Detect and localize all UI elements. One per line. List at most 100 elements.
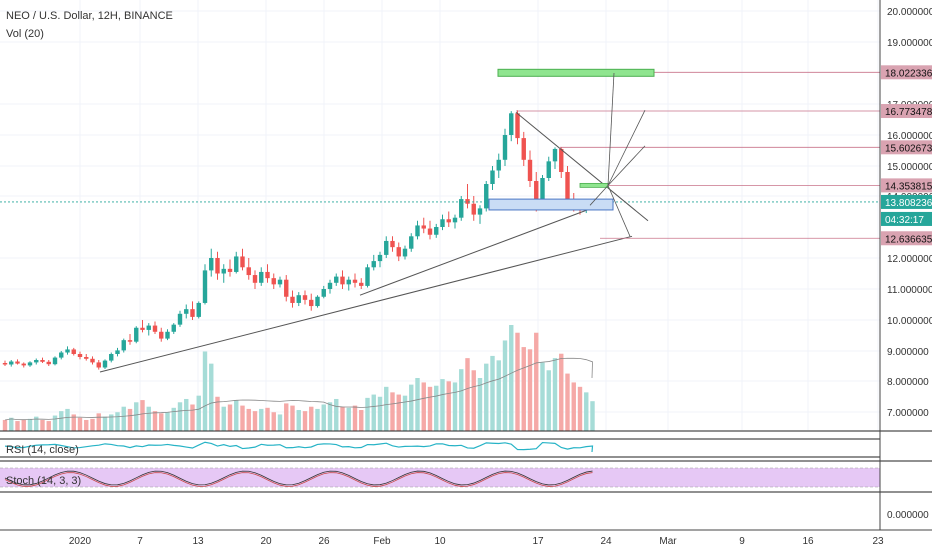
candle-body: [421, 225, 426, 229]
candle-body: [546, 161, 551, 178]
candle: [96, 360, 101, 370]
candle: [302, 290, 308, 305]
volume-bar: [259, 408, 264, 431]
volume-bar: [477, 378, 483, 431]
volume-bar: [446, 381, 451, 431]
candle-body: [59, 352, 64, 358]
stoch-k-line: [4, 470, 593, 486]
candle: [265, 264, 270, 283]
stoch-indicator-label[interactable]: Stoch (14, 3, 3): [6, 475, 81, 487]
candle: [209, 248, 214, 277]
candle-body: [559, 148, 564, 172]
volume-bar: [502, 340, 508, 431]
candle-body: [402, 248, 408, 257]
x-axis-label: 24: [600, 536, 612, 547]
volume-bar: [327, 402, 333, 431]
candle: [21, 362, 26, 368]
support-box: [488, 198, 614, 211]
target-zone-mid: [579, 182, 609, 188]
candle: [27, 361, 33, 367]
candle: [159, 327, 164, 342]
stoch-d-line: [4, 472, 593, 487]
candle: [377, 251, 383, 268]
candle-body: [509, 113, 514, 135]
candle-body: [484, 184, 489, 209]
candle-body: [409, 236, 414, 249]
candle: [34, 358, 39, 365]
volume-bar: [427, 386, 433, 431]
candle-body: [346, 279, 351, 285]
candle: [496, 153, 501, 178]
volume-bar: [215, 396, 220, 431]
projection-arrow: [607, 110, 646, 186]
candle: [415, 220, 420, 240]
volume-bar: [340, 406, 345, 431]
candle-body: [146, 325, 151, 330]
volume-bar: [84, 419, 89, 431]
candle-body: [265, 271, 270, 279]
rsi-indicator-label[interactable]: RSI (14, close): [6, 444, 79, 456]
candle-body: [202, 270, 208, 303]
candle: [296, 292, 301, 307]
candle: [171, 323, 176, 334]
x-axis-label: 2020: [69, 536, 92, 547]
volume-bar: [140, 400, 145, 431]
volume-bar: [71, 414, 76, 431]
volume-bar: [459, 369, 464, 431]
volume-bar: [352, 405, 358, 431]
candle: [165, 329, 170, 341]
candle: [365, 264, 370, 288]
triangle-upper-line: [515, 111, 649, 222]
price-tag-bg: [881, 140, 932, 155]
volume-bar: [221, 406, 226, 431]
volume-bar: [202, 351, 208, 431]
price-tag-label: 14.353815: [885, 181, 932, 192]
price-tag-label: 13.808236: [885, 198, 932, 209]
volume-bar: [52, 415, 58, 431]
volume-ma-line: [4, 357, 593, 421]
candle: [352, 273, 358, 288]
candle-body: [27, 362, 33, 366]
volume-bar: [252, 411, 258, 431]
candle-body: [384, 240, 389, 255]
candle: [84, 354, 89, 361]
projection-arrow-base: [589, 185, 609, 206]
candle-body: [165, 331, 170, 339]
candle-body: [252, 275, 258, 283]
candle-body: [552, 148, 558, 162]
volume-bar: [127, 408, 133, 431]
projection-arrow: [607, 185, 631, 237]
candle: [446, 211, 451, 227]
candle-body: [46, 361, 51, 365]
candle-body: [490, 170, 495, 184]
x-axis-label: 13: [192, 536, 204, 547]
volume-bar: [21, 419, 26, 431]
volume-bar: [290, 405, 295, 431]
x-axis-label: 26: [318, 536, 330, 547]
x-axis-label: 7: [137, 536, 143, 547]
candle: [334, 273, 339, 286]
candle: [515, 110, 520, 145]
x-axis-label: Feb: [373, 536, 391, 547]
candle: [215, 251, 220, 280]
volume-bar: [27, 418, 33, 431]
candle: [190, 301, 195, 320]
volume-bar: [309, 406, 314, 431]
candle: [15, 359, 20, 365]
volume-bar: [177, 402, 183, 431]
volume-bar: [571, 382, 576, 431]
volume-bar: [134, 402, 139, 431]
x-axis-label: 20: [260, 536, 272, 547]
candle: [402, 245, 408, 260]
candle-body: [71, 349, 76, 354]
candle-body: [327, 282, 333, 289]
y-axis-label: 11.000000: [887, 285, 932, 296]
y-axis-label: 16.000000: [887, 131, 932, 142]
candle-body: [534, 181, 539, 206]
candle-body: [171, 324, 176, 332]
candle: [396, 242, 401, 262]
x-axis-label: 23: [872, 536, 884, 547]
price-tag-bg: [881, 104, 932, 119]
volume-bar: [146, 406, 151, 431]
